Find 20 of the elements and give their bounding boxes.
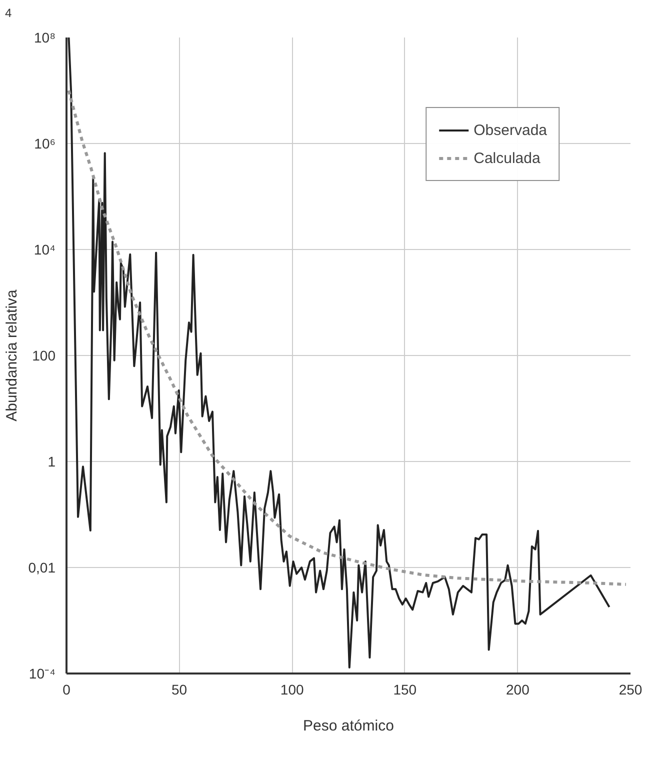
y-tick-label: 0,01 — [28, 560, 56, 576]
x-axis-title: Peso atómico — [303, 718, 394, 734]
y-tick-label: 100 — [32, 348, 56, 364]
y-tick-label: 10⁻⁴ — [28, 666, 56, 682]
y-tick-label: 1 — [48, 454, 56, 470]
y-tick-label: 10⁶ — [34, 136, 56, 152]
x-tick-label: 200 — [506, 682, 530, 698]
x-tick-label: 50 — [172, 682, 188, 698]
line-series — [68, 38, 610, 668]
legend-label: Observada — [474, 122, 547, 138]
legend-label: Calculada — [474, 150, 540, 166]
x-tick-label: 250 — [618, 682, 642, 698]
line-series — [67, 89, 628, 586]
x-tick-label: 150 — [393, 682, 417, 698]
y-axis-title: Abundancia relativa — [3, 288, 20, 422]
text: 4 — [5, 5, 12, 22]
x-tick-label: 100 — [280, 682, 304, 698]
y-tick-label: 10⁸ — [34, 30, 56, 46]
y-tick-label: 10⁴ — [34, 242, 56, 258]
x-tick-label: 0 — [62, 682, 71, 698]
